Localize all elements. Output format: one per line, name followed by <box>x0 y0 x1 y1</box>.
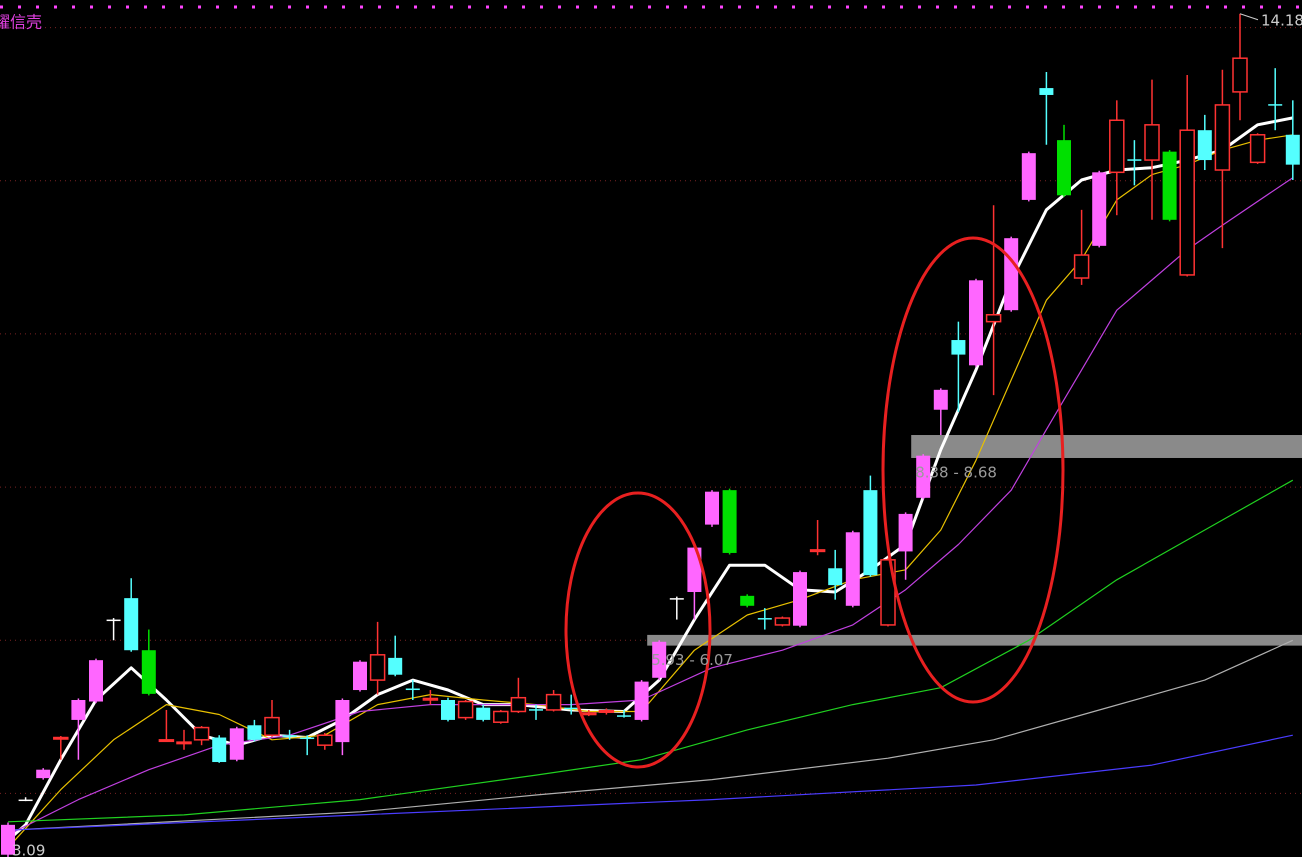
candle-body <box>369 654 386 681</box>
candle-body <box>1 824 15 855</box>
labels: 5.93 - 6.07 8.38 - 8.68 14.18 3.09 <box>12 11 1302 857</box>
highlight-ellipse <box>564 491 712 769</box>
candle-body <box>176 741 192 745</box>
candle-body <box>124 598 139 651</box>
candle-body <box>1179 129 1195 276</box>
candle-body <box>1057 140 1071 196</box>
candle-body <box>845 532 860 606</box>
ma-line <box>7 479 1294 823</box>
candle-body <box>669 598 684 600</box>
candle-body <box>933 389 948 410</box>
candle-body <box>141 650 156 694</box>
candle-body <box>722 490 737 553</box>
candle-body <box>282 735 297 737</box>
candle-body <box>36 769 51 779</box>
candle-body <box>774 617 791 626</box>
candle-body <box>916 455 931 498</box>
candle-body <box>793 572 807 626</box>
candle-body <box>757 618 772 620</box>
candle-body <box>457 700 474 719</box>
candles <box>1 13 1300 857</box>
candle-body <box>617 715 631 717</box>
candle-body <box>564 707 579 710</box>
candle-body <box>1197 130 1212 161</box>
candle-body <box>422 697 439 701</box>
candle-body <box>1109 119 1125 174</box>
candle-body <box>353 661 367 691</box>
candle-body <box>1039 88 1054 95</box>
candle-body <box>493 710 509 723</box>
candle-body <box>951 340 966 355</box>
candle-body <box>193 726 210 741</box>
candle-body <box>89 660 103 702</box>
highlight-ellipse <box>881 236 1065 704</box>
candle-body <box>229 728 244 760</box>
candle-body <box>71 699 86 720</box>
candle-body <box>1021 153 1036 200</box>
candle-body <box>985 314 1002 323</box>
candle-body <box>317 734 333 746</box>
zone-label: 5.93 - 6.07 <box>651 651 733 669</box>
min-label: 3.09 <box>12 842 45 857</box>
candle-body <box>1004 238 1019 311</box>
candle-body <box>510 696 527 713</box>
candle-body <box>705 491 719 525</box>
candle-body <box>740 595 755 606</box>
chart-title: 耀信壳 <box>0 13 42 32</box>
candle-body <box>1127 159 1142 161</box>
candle-body <box>598 709 615 713</box>
zone-band <box>647 634 1302 646</box>
candle-body <box>1092 172 1107 246</box>
candle-body <box>828 568 843 586</box>
candle-body <box>212 737 227 763</box>
ma-line <box>7 639 1294 831</box>
candle-body <box>405 688 420 691</box>
candle-body <box>898 513 913 552</box>
candle-body <box>1073 254 1090 279</box>
candle-body <box>441 699 455 720</box>
candle-body <box>388 657 403 675</box>
candle-body <box>529 709 543 711</box>
candle-body <box>581 712 597 716</box>
zone-label: 8.38 - 8.68 <box>915 463 997 481</box>
candle-body <box>106 619 121 622</box>
candle-body <box>335 699 350 743</box>
max-label: 14.18 <box>1261 11 1302 29</box>
candle-body <box>809 549 826 553</box>
candle-body <box>158 739 175 743</box>
zones <box>647 435 1302 646</box>
candle-body <box>1268 104 1283 106</box>
candle-body <box>18 799 33 802</box>
candle-body <box>1144 124 1160 161</box>
candle-body <box>863 490 878 576</box>
candle-body <box>652 641 667 678</box>
candle-body <box>969 280 983 366</box>
candle-body <box>476 707 491 720</box>
candle-body <box>53 736 69 740</box>
ma-line <box>7 734 1293 831</box>
max-pointer <box>1239 13 1259 21</box>
candle-body <box>1162 151 1177 220</box>
candle-body <box>1232 57 1248 93</box>
candle-body <box>545 693 562 711</box>
candle-body <box>1249 134 1266 164</box>
zone-band <box>911 435 1302 458</box>
candle-body <box>247 725 262 740</box>
candle-body <box>300 737 315 740</box>
candle-body <box>634 681 649 720</box>
candle-body <box>1285 134 1300 165</box>
candle-body <box>687 547 702 593</box>
candle-body <box>264 716 280 736</box>
candle-body <box>1214 104 1231 171</box>
